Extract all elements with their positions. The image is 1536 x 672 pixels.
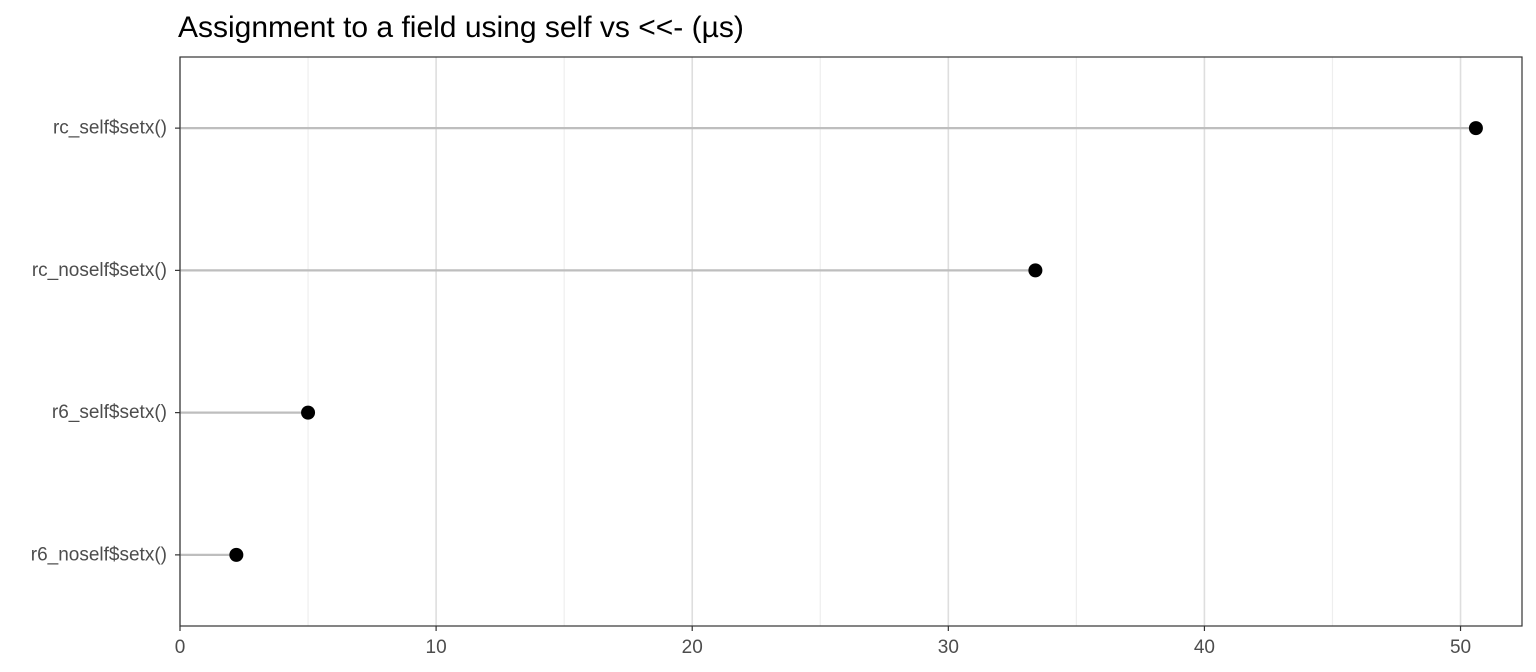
lollipop-points	[229, 121, 1483, 562]
y-tick-label: r6_noself$setx()	[31, 544, 167, 565]
data-point	[301, 405, 316, 420]
x-tick-label: 30	[938, 637, 959, 658]
x-tick-label: 50	[1450, 637, 1471, 658]
data-point	[1028, 263, 1043, 278]
y-axis: rc_self$setx() rc_noself$setx() r6_self$se…	[31, 118, 180, 565]
x-tick-label: 40	[1194, 637, 1215, 658]
y-tick-label: rc_self$setx()	[53, 118, 167, 139]
grid-lines	[179, 57, 1462, 626]
data-point	[1468, 121, 1483, 136]
y-tick-label: rc_noself$setx()	[32, 260, 167, 281]
x-tick-label: 20	[682, 637, 703, 658]
x-tick-label: 0	[175, 637, 186, 658]
panel-border	[179, 56, 1523, 627]
x-axis: 0 10 20 30 40 50	[175, 626, 1471, 658]
y-tick-label: r6_self$setx()	[52, 402, 167, 423]
lollipop-stems	[180, 127, 1476, 556]
x-tick-label: 10	[426, 637, 447, 658]
chart-title: Assignment to a field using self vs <<- …	[178, 11, 744, 44]
data-point	[229, 547, 244, 562]
